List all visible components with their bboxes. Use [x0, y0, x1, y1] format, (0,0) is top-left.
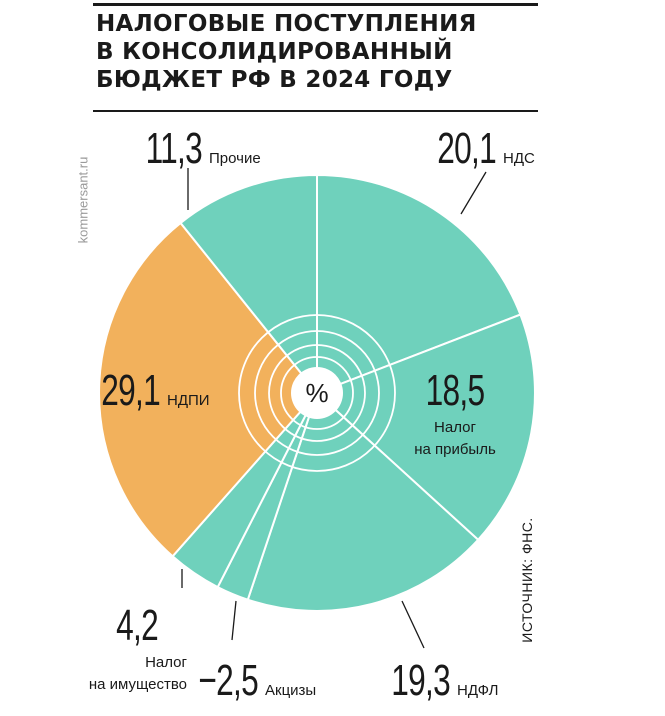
title-line-3: БЮДЖЕТ РФ В 2024 ГОДУ — [96, 67, 453, 93]
value-label-ndpi: 29,1 — [101, 366, 160, 415]
value-label-excise: −2,5 — [198, 656, 258, 705]
value-label-ndfl: 19,3 — [391, 656, 450, 705]
category-label-ndfl: НДФЛ — [457, 682, 498, 699]
title-rule — [93, 110, 538, 112]
leader-line-excise — [231, 600, 237, 641]
value-label-profit-tax: 18,5 — [426, 366, 485, 415]
category-label-profit-tax-line-1: Налог — [434, 419, 476, 436]
center-rings: % — [238, 314, 396, 472]
value-label-other: 11,3 — [146, 124, 202, 173]
center-ring-3 — [268, 344, 366, 442]
pie-slice-ndpi — [98, 221, 319, 558]
pie-slices — [98, 173, 536, 612]
center-ring-1 — [238, 314, 396, 472]
category-label-profit-tax-line-2: на прибыль — [414, 441, 496, 458]
leader-line-nds — [460, 171, 487, 215]
center-disc — [291, 367, 343, 419]
chart-title: НАЛОГОВЫЕ ПОСТУПЛЕНИЯ В КОНСОЛИДИРОВАННЫ… — [96, 10, 536, 94]
pie-slice-profit-tax — [315, 313, 536, 542]
category-label-ndpi: НДПИ — [167, 392, 210, 409]
pie-labels: 20,1 НДС 18,5 Налог на прибыль 19,3 НДФЛ −2,5 Ак… — [89, 124, 535, 705]
pie-slice-nds — [316, 173, 522, 395]
pie-slice-other — [179, 173, 318, 396]
title-line-2: В КОНСОЛИДИРОВАННЫЙ — [96, 39, 453, 65]
center-ring-4 — [280, 356, 354, 430]
leader-line-ndfl — [401, 600, 425, 649]
value-label-nds: 20,1 — [437, 124, 496, 173]
value-label-property-tax: 4,2 — [116, 601, 158, 650]
title-line-1: НАЛОГОВЫЕ ПОСТУПЛЕНИЯ — [96, 11, 477, 37]
center-percent-sign: % — [305, 378, 328, 408]
category-label-property-tax-line-1: Налог — [145, 654, 187, 671]
category-label-nds: НДС — [503, 150, 535, 167]
top-rule — [93, 3, 538, 6]
center-ring-2 — [254, 330, 380, 456]
pie-slice-ndfl — [246, 391, 480, 612]
category-label-property-tax-line-2: на имущество — [89, 676, 187, 693]
category-label-other: Прочие — [209, 150, 261, 167]
category-label-excise: Акцизы — [265, 682, 316, 699]
